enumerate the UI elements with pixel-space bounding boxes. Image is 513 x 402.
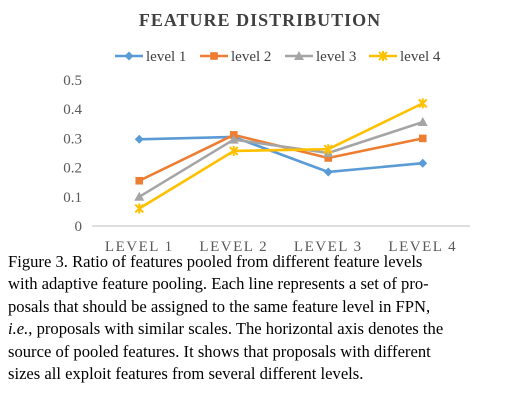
x-tick-label: LEVEL 4 [388, 239, 457, 255]
data-point [135, 176, 144, 185]
series-layer [134, 98, 428, 214]
x-axis: LEVEL 1 LEVEL 2 LEVEL 3 LEVEL 4 [92, 225, 470, 255]
caption-line: with adaptive feature pooling. Each line… [8, 273, 508, 295]
caption-line: source of pooled features. It shows that… [8, 341, 508, 363]
legend-item: level 3 [285, 49, 356, 65]
data-point [134, 191, 145, 201]
series-line [138, 133, 424, 182]
series-line [138, 120, 424, 198]
data-point [417, 117, 428, 127]
legend-label: level 1 [146, 49, 186, 65]
chart-title: FEATURE DISTRIBUTION [139, 10, 381, 30]
caption-text: source of pooled features. It shows that… [8, 341, 431, 361]
x-tick-label: LEVEL 2 [199, 239, 268, 255]
series-level-1 [134, 132, 428, 177]
data-point [228, 134, 239, 144]
data-point [418, 98, 428, 109]
x-tick-label: LEVEL 3 [294, 239, 363, 255]
figure-caption: Figure 3. Ratio of features pooled from … [8, 251, 508, 385]
legend-item: level 1 [115, 49, 186, 65]
caption-line: Figure 3. Ratio of features pooled from … [8, 251, 508, 273]
y-tick-label: 0 [75, 219, 83, 235]
data-point [323, 144, 333, 155]
caption-text: posals that should be assigned to the sa… [8, 296, 431, 316]
series-line [138, 102, 424, 210]
caption-text: sizes all exploit features from several … [8, 364, 364, 384]
y-axis: 0 0.1 0.2 0.3 0.4 0.5 [63, 73, 82, 235]
y-tick-label: 0.2 [63, 161, 82, 177]
legend-label: level 4 [400, 49, 441, 65]
data-point [418, 158, 428, 168]
x-tick-label: LEVEL 1 [105, 239, 174, 255]
legend-item: level 2 [200, 49, 271, 65]
legend-item: level 4 [369, 49, 441, 65]
caption-line: posals that should be assigned to the sa… [8, 296, 508, 318]
data-point [418, 134, 427, 143]
caption-text: , proposals with similar scales. The hor… [28, 319, 444, 339]
y-tick-label: 0.5 [63, 73, 82, 89]
y-tick-label: 0.1 [63, 190, 82, 206]
caption-text: with adaptive feature pooling. Each line… [8, 274, 429, 294]
y-tick-label: 0.3 [63, 131, 82, 147]
legend-marker [124, 51, 134, 61]
data-point [229, 145, 239, 156]
legend-label: level 3 [316, 49, 356, 65]
y-tick-label: 0.4 [63, 102, 82, 118]
data-point [323, 167, 333, 177]
data-point [324, 154, 333, 162]
data-point [134, 134, 144, 144]
caption-text: Figure 3. Ratio of features pooled from … [8, 252, 423, 271]
legend-label: level 2 [231, 49, 271, 65]
legend-marker [210, 52, 218, 60]
caption-line: sizes all exploit features from several … [8, 363, 508, 385]
legend-marker [294, 51, 304, 60]
caption-line: i.e., proposals with similar scales. The… [8, 318, 508, 340]
caption-text: i.e. [8, 319, 29, 339]
series-line [139, 135, 423, 174]
legend: level 1 level 2 level 3 level 4 [115, 49, 441, 65]
data-point [134, 203, 144, 214]
series-level-4 [134, 98, 428, 214]
series-level-3 [134, 117, 428, 201]
legend-marker [378, 51, 388, 61]
